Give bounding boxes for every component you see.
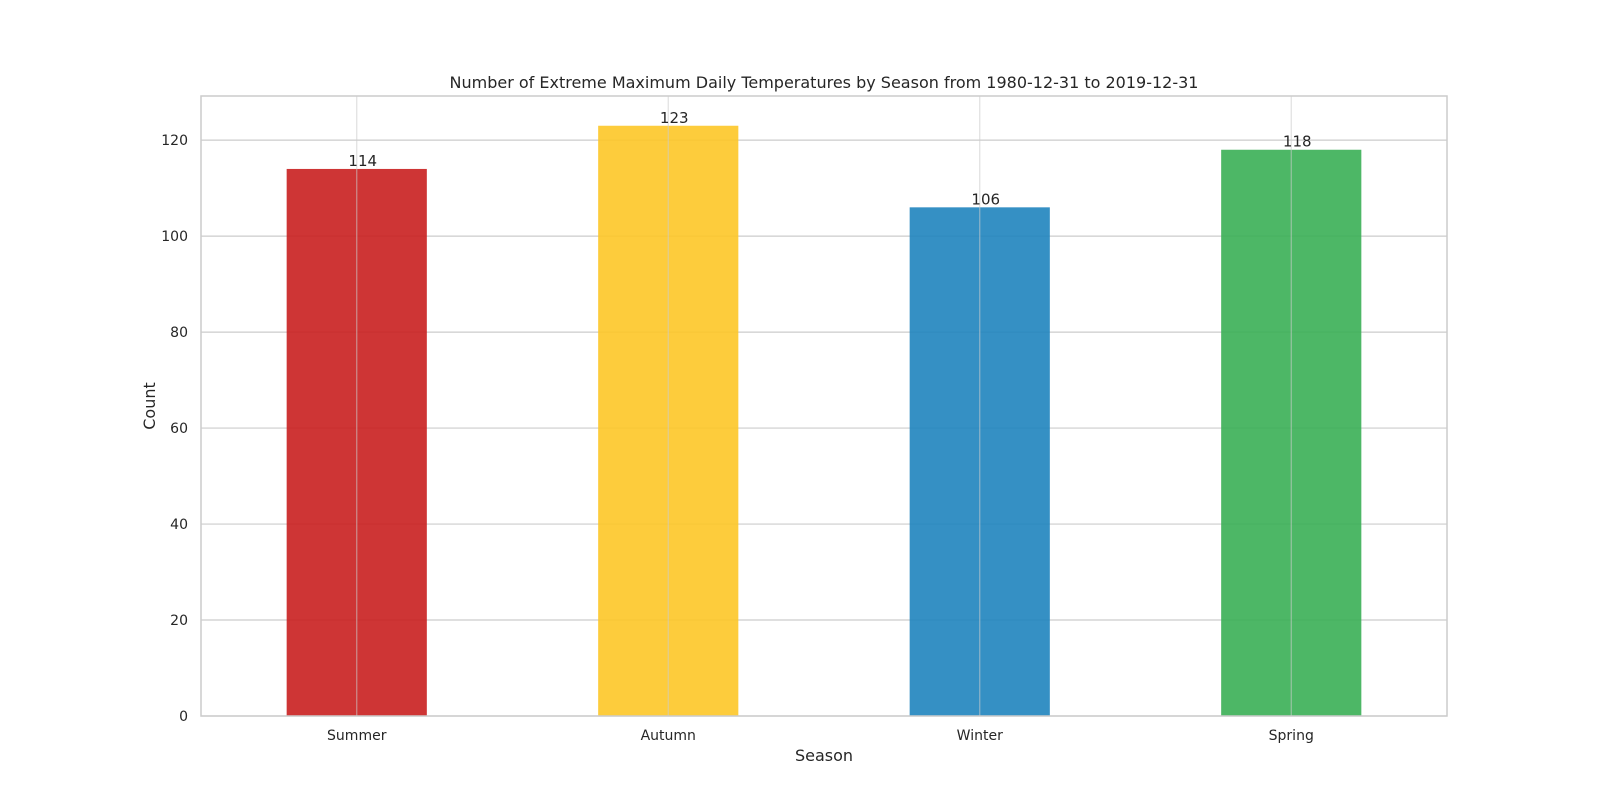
- x-tick-label: Winter: [957, 728, 1003, 744]
- data-labels: 114 123 106 118: [348, 109, 1311, 209]
- y-tick-label: 120: [161, 133, 188, 149]
- data-label-autumn: 123: [660, 109, 689, 127]
- y-tick-label: 20: [170, 613, 188, 629]
- chart-title: Number of Extreme Maximum Daily Temperat…: [450, 73, 1199, 92]
- x-tick-label: Autumn: [641, 728, 696, 744]
- x-tick-label: Summer: [327, 728, 387, 744]
- data-label-winter: 106: [971, 190, 1000, 208]
- data-label-summer: 114: [348, 152, 377, 170]
- x-axis-ticks: Summer Autumn Winter Spring: [327, 728, 1314, 744]
- y-axis-label: Count: [140, 382, 159, 430]
- y-tick-label: 80: [170, 325, 188, 341]
- y-axis-ticks: 0 20 40 60 80 100 120: [161, 133, 188, 725]
- y-tick-label: 60: [170, 421, 188, 437]
- y-tick-label: 100: [161, 229, 188, 245]
- plot-frame: [200, 95, 1448, 717]
- y-tick-label: 40: [170, 517, 188, 533]
- y-tick-label: 0: [179, 709, 188, 725]
- x-axis-label: Season: [795, 746, 853, 765]
- vertical-grid-lines: [356, 96, 1292, 716]
- data-label-spring: 118: [1283, 133, 1312, 151]
- x-tick-label: Spring: [1269, 728, 1314, 744]
